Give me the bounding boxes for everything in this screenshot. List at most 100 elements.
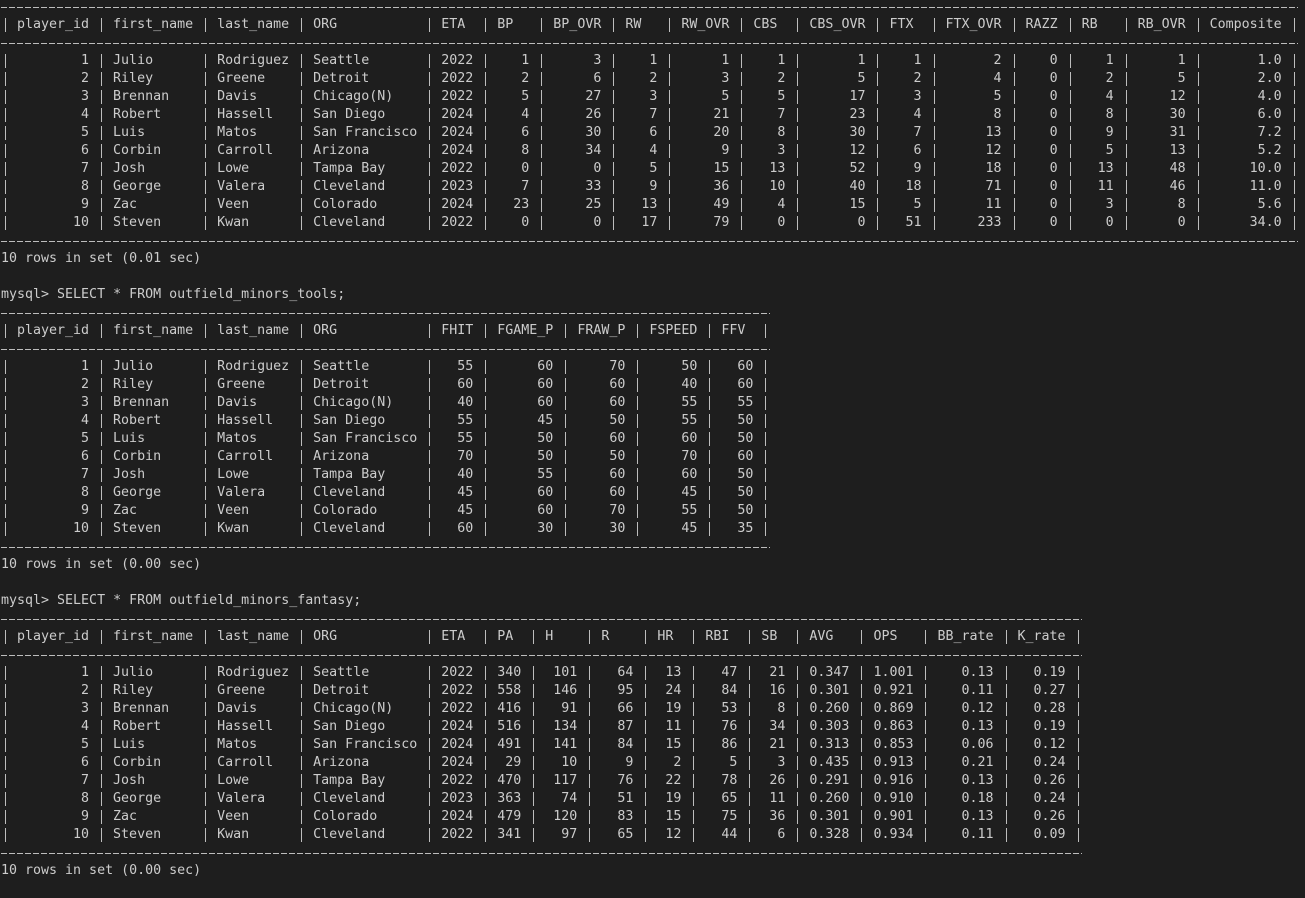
table-cell: 47 <box>721 665 738 680</box>
column-separator <box>873 88 881 106</box>
table-cell: 30 <box>537 521 554 536</box>
table-cell: 0.19 <box>1033 665 1066 680</box>
table-cell: 2 <box>993 53 1002 68</box>
table-cell: 45 <box>537 413 554 428</box>
column-separator <box>705 376 713 394</box>
table-row: 10 Steven Kwan Cleveland 60 30 30 45 35 <box>1 520 1298 538</box>
table-cell: 0.260 <box>809 791 850 806</box>
table-cell: Hassell <box>217 107 274 122</box>
table-cell: 8 <box>81 179 90 194</box>
table-cell: 21 <box>769 665 786 680</box>
column-header: FTX_OVR <box>945 17 1002 32</box>
column-separator <box>641 718 649 736</box>
column-separator <box>1194 142 1202 160</box>
column-separator <box>793 124 801 142</box>
column-separator <box>761 322 769 340</box>
table-cell: 78 <box>721 773 738 788</box>
table-cell: 55 <box>457 359 474 374</box>
table-cell: 0.934 <box>873 827 914 842</box>
table-cell: George <box>113 485 162 500</box>
column-separator <box>1066 16 1074 34</box>
column-separator <box>921 736 929 754</box>
column-separator <box>745 826 753 844</box>
column-separator <box>930 70 938 88</box>
table-cell: Greene <box>217 71 266 86</box>
column-separator <box>201 700 209 718</box>
column-separator <box>1290 106 1298 124</box>
column-separator <box>97 214 105 232</box>
column-separator <box>97 178 105 196</box>
column-separator <box>1194 214 1202 232</box>
table-cell: 0.13 <box>961 773 994 788</box>
table-cell: 10 <box>73 215 90 230</box>
column-separator <box>1 430 9 448</box>
table-cell: 8 <box>1105 107 1114 122</box>
column-separator <box>297 322 305 340</box>
column-header: BP_OVR <box>553 17 602 32</box>
table-cell: 3 <box>913 89 922 104</box>
table-cell: 0 <box>521 161 530 176</box>
table-cell: 516 <box>497 719 522 734</box>
column-separator <box>1122 142 1130 160</box>
column-separator <box>425 106 433 124</box>
table-cell: 146 <box>553 683 578 698</box>
table-cell: 53 <box>721 701 738 716</box>
table-cell: 20 <box>713 125 730 140</box>
column-header: RW_OVR <box>681 17 730 32</box>
table-cell: 0 <box>593 161 602 176</box>
table-cell: 6 <box>81 755 90 770</box>
table-cell: 2 <box>81 377 90 392</box>
column-separator <box>201 772 209 790</box>
column-separator <box>665 160 673 178</box>
column-separator <box>921 772 929 790</box>
table-cell: 5 <box>1177 71 1186 86</box>
column-separator <box>665 16 673 34</box>
column-separator <box>585 772 593 790</box>
table-cell: 1 <box>81 665 90 680</box>
table-cell: 15 <box>665 809 682 824</box>
table-cell: 5 <box>81 431 90 446</box>
table-cell: 10 <box>73 827 90 842</box>
table-cell: 17 <box>849 89 866 104</box>
table-cell: 7 <box>81 773 90 788</box>
table-cell: Davis <box>217 701 258 716</box>
table-cell: 101 <box>553 665 578 680</box>
column-separator <box>201 628 209 646</box>
column-separator <box>201 664 209 682</box>
table-cell: 13 <box>641 197 658 212</box>
column-separator <box>761 412 769 430</box>
column-separator <box>1 16 9 34</box>
table-cell: Veen <box>217 809 250 824</box>
table-row: 6 Corbin Carroll Arizona 70 50 50 70 60 <box>1 448 1298 466</box>
table-cell: Robert <box>113 413 162 428</box>
table-row: 1 Julio Rodriguez Seattle 2022 1 3 1 1 1 1 1 2 0 1 1 1.0 <box>1 52 1298 70</box>
column-separator <box>1 196 9 214</box>
table-cell: Seattle <box>313 665 370 680</box>
column-separator <box>1290 52 1298 70</box>
table-cell: Luis <box>113 125 146 140</box>
table-cell: 0.24 <box>1033 791 1066 806</box>
column-separator <box>529 754 537 772</box>
column-separator <box>97 430 105 448</box>
table-cell: 2023 <box>441 179 474 194</box>
table-cell: 8 <box>81 791 90 806</box>
column-header: BP <box>497 17 514 32</box>
table-cell: 91 <box>561 701 578 716</box>
column-separator <box>529 718 537 736</box>
column-separator <box>1122 106 1130 124</box>
column-separator <box>297 520 305 538</box>
table-cell: 11 <box>665 719 682 734</box>
column-separator <box>641 628 649 646</box>
column-separator <box>1074 808 1082 826</box>
column-separator <box>561 358 569 376</box>
column-separator <box>537 214 545 232</box>
column-separator <box>761 466 769 484</box>
table-cell: 0.921 <box>873 683 914 698</box>
column-separator <box>930 142 938 160</box>
column-separator <box>201 376 209 394</box>
table-cell: 7 <box>521 179 530 194</box>
table-cell: 8 <box>521 143 530 158</box>
table-cell: 1 <box>649 53 658 68</box>
column-separator <box>1 412 9 430</box>
column-separator <box>561 430 569 448</box>
